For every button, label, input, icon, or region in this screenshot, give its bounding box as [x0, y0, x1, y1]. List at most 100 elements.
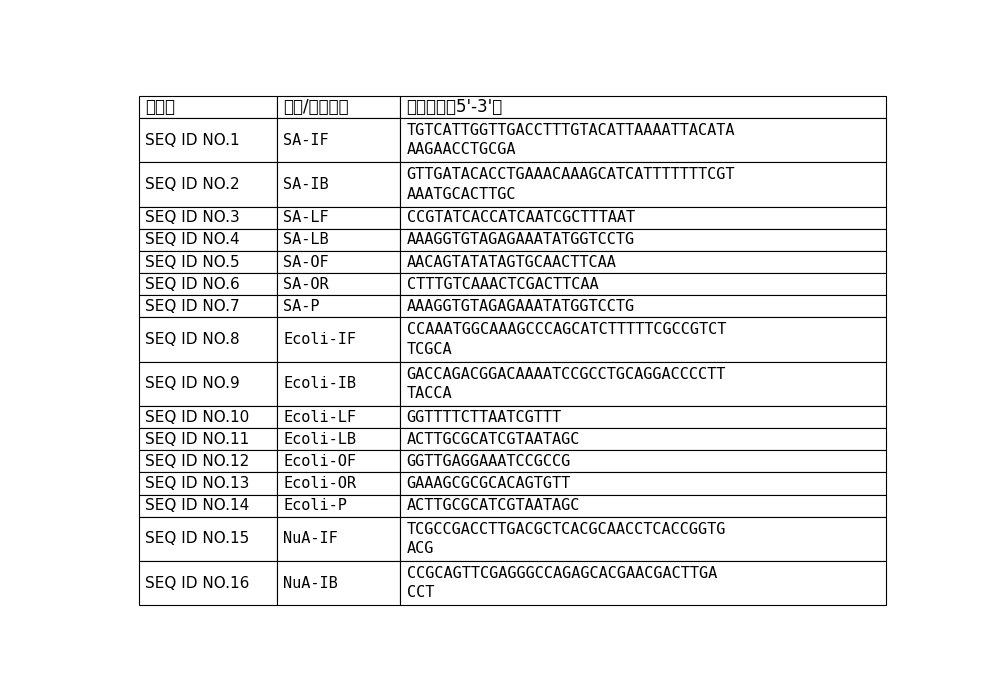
Text: NuA-IB: NuA-IB	[283, 575, 338, 590]
Bar	[139, 428, 277, 450]
Text: AAAGGTGTAGAGAAATATGGTCCTG: AAAGGTGTAGAGAAATATGGTCCTG	[407, 299, 635, 313]
Text: SEQ ID NO.14: SEQ ID NO.14	[145, 498, 249, 513]
Bar	[139, 495, 277, 517]
Bar	[400, 251, 886, 273]
Bar	[277, 473, 400, 495]
Bar	[277, 229, 400, 251]
Text: SEQ ID NO.5: SEQ ID NO.5	[145, 254, 240, 269]
Text: GGTTGAGGAAATCCGCCG: GGTTGAGGAAATCCGCCG	[407, 454, 571, 469]
Text: CTTTGTCAAACTCGACTTCAA: CTTTGTCAAACTCGACTTCAA	[407, 277, 598, 291]
Bar	[139, 318, 277, 362]
Bar	[400, 450, 886, 473]
Text: CCT: CCT	[407, 586, 434, 600]
Text: Ecoli-IB: Ecoli-IB	[283, 376, 356, 391]
Bar	[139, 517, 277, 561]
Text: Ecoli-LF: Ecoli-LF	[283, 409, 356, 424]
Text: CCAAATGGCAAAGCCCAGCATCTTTTTCGCCGTCT: CCAAATGGCAAAGCCCAGCATCTTTTTCGCCGTCT	[407, 322, 726, 338]
Bar	[139, 450, 277, 473]
Text: AAGAACCTGCGA: AAGAACCTGCGA	[407, 143, 516, 158]
Text: SEQ ID NO.2: SEQ ID NO.2	[145, 177, 240, 192]
Text: ACG: ACG	[407, 541, 434, 556]
Text: GTTGATACACCTGAAACAAAGCATCATTTTTTTCGT: GTTGATACACCTGAAACAAAGCATCATTTTTTTCGT	[407, 167, 735, 183]
Bar	[277, 561, 400, 605]
Text: SEQ ID NO.12: SEQ ID NO.12	[145, 454, 249, 469]
Bar	[277, 296, 400, 318]
Text: SA-P: SA-P	[283, 299, 320, 313]
Text: CCGTATCACCATCAATCGCTTTAAT: CCGTATCACCATCAATCGCTTTAAT	[407, 210, 635, 225]
Bar	[139, 561, 277, 605]
Bar	[139, 207, 277, 229]
Text: AACAGTATATAGTGCAACTTCAA: AACAGTATATAGTGCAACTTCAA	[407, 254, 617, 269]
Text: SEQ ID NO.3: SEQ ID NO.3	[145, 210, 240, 225]
Bar	[277, 406, 400, 428]
Text: SEQ ID NO.10: SEQ ID NO.10	[145, 409, 249, 424]
Bar	[400, 473, 886, 495]
Text: GGTTTTCTTAATCGTTT: GGTTTTCTTAATCGTTT	[407, 409, 562, 424]
Bar	[139, 406, 277, 428]
Text: SEQ ID NO.11: SEQ ID NO.11	[145, 432, 249, 446]
Bar	[139, 229, 277, 251]
Text: TGTCATTGGTTGACCTTTGTACATTAAAATTACATA: TGTCATTGGTTGACCTTTGTACATTAAAATTACATA	[407, 123, 735, 138]
Bar	[277, 207, 400, 229]
Text: SEQ ID NO.7: SEQ ID NO.7	[145, 299, 240, 313]
Text: Ecoli-OR: Ecoli-OR	[283, 476, 356, 491]
Text: GACCAGACGGACAAAATCCGCCTGCAGGACCCCTT: GACCAGACGGACAAAATCCGCCTGCAGGACCCCTT	[407, 367, 726, 382]
Bar	[277, 495, 400, 517]
Text: SEQ ID NO.6: SEQ ID NO.6	[145, 277, 240, 291]
Text: GAAAGCGCGCACAGTGTT: GAAAGCGCGCACAGTGTT	[407, 476, 571, 491]
Bar	[400, 96, 886, 118]
Text: SEQ ID NO.16: SEQ ID NO.16	[145, 575, 250, 590]
Bar	[277, 118, 400, 163]
Text: SA-IB: SA-IB	[283, 177, 329, 192]
Bar	[277, 450, 400, 473]
Text: 序列信息（5'-3'）: 序列信息（5'-3'）	[407, 98, 503, 116]
Text: SEQ ID NO.9: SEQ ID NO.9	[145, 376, 240, 391]
Bar	[400, 406, 886, 428]
Text: Ecoli-OF: Ecoli-OF	[283, 454, 356, 469]
Bar	[400, 428, 886, 450]
Text: SEQ ID NO.13: SEQ ID NO.13	[145, 476, 250, 491]
Bar	[139, 96, 277, 118]
Bar	[139, 251, 277, 273]
Text: NuA-IF: NuA-IF	[283, 531, 338, 546]
Bar	[400, 517, 886, 561]
Text: SEQ ID NO.4: SEQ ID NO.4	[145, 232, 240, 247]
Bar	[139, 118, 277, 163]
Bar	[277, 428, 400, 450]
Text: AAAGGTGTAGAGAAATATGGTCCTG: AAAGGTGTAGAGAAATATGGTCCTG	[407, 232, 635, 247]
Text: SA-OF: SA-OF	[283, 254, 329, 269]
Text: SA-LF: SA-LF	[283, 210, 329, 225]
Text: ACTTGCGCATCGTAATAGC: ACTTGCGCATCGTAATAGC	[407, 498, 580, 513]
Bar	[277, 318, 400, 362]
Bar	[400, 362, 886, 406]
Bar	[277, 163, 400, 207]
Text: AAATGCACTTGC: AAATGCACTTGC	[407, 187, 516, 202]
Bar	[139, 362, 277, 406]
Text: TACCA: TACCA	[407, 386, 452, 401]
Bar	[277, 251, 400, 273]
Text: SEQ ID NO.8: SEQ ID NO.8	[145, 332, 240, 347]
Text: SA-LB: SA-LB	[283, 232, 329, 247]
Bar	[400, 561, 886, 605]
Bar	[400, 118, 886, 163]
Bar	[400, 318, 886, 362]
Bar	[400, 296, 886, 318]
Bar	[277, 362, 400, 406]
Bar	[400, 207, 886, 229]
Text: 序列号: 序列号	[145, 98, 175, 116]
Text: SA-IF: SA-IF	[283, 133, 329, 147]
Text: 引物/探针名称: 引物/探针名称	[283, 98, 349, 116]
Bar	[277, 273, 400, 296]
Text: CCGCAGTTCGAGGGCCAGAGCACGAACGACTTGA: CCGCAGTTCGAGGGCCAGAGCACGAACGACTTGA	[407, 566, 717, 581]
Bar	[139, 163, 277, 207]
Text: SEQ ID NO.15: SEQ ID NO.15	[145, 531, 249, 546]
Bar	[400, 163, 886, 207]
Text: Ecoli-LB: Ecoli-LB	[283, 432, 356, 446]
Bar	[139, 473, 277, 495]
Text: ACTTGCGCATCGTAATAGC: ACTTGCGCATCGTAATAGC	[407, 432, 580, 446]
Bar	[400, 273, 886, 296]
Bar	[277, 96, 400, 118]
Bar	[277, 517, 400, 561]
Text: Ecoli-IF: Ecoli-IF	[283, 332, 356, 347]
Bar	[400, 229, 886, 251]
